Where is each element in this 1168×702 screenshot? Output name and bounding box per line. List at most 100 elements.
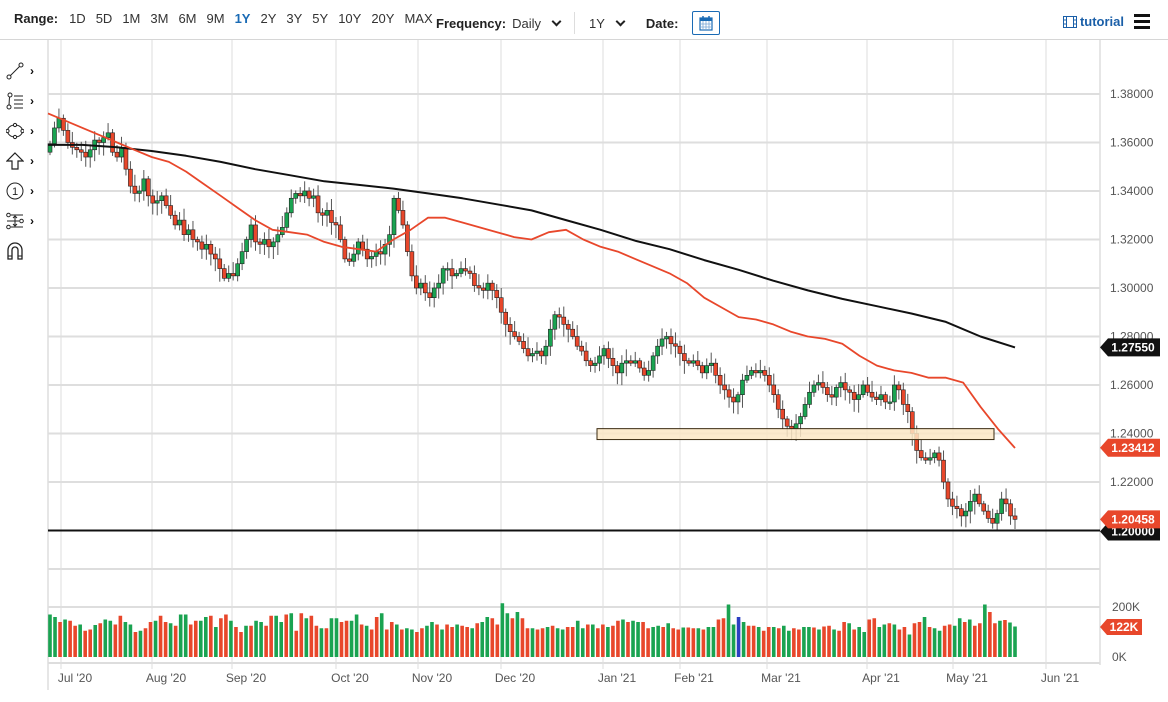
volume-bar: [118, 615, 123, 657]
candle-body: [1003, 498, 1009, 505]
range-option-20y[interactable]: 20Y: [371, 11, 395, 26]
fibonacci-tool[interactable]: ›: [0, 86, 46, 116]
y-tick-label: 1.38000: [1110, 87, 1154, 101]
arrow-tool[interactable]: ›: [0, 146, 46, 176]
shapes-tool[interactable]: ›: [0, 116, 46, 146]
candle-body: [565, 324, 571, 330]
volume-bar: [153, 620, 158, 657]
volume-bar: [560, 629, 565, 657]
candle-body: [507, 324, 513, 332]
candle-body: [762, 370, 768, 376]
candle-body: [123, 147, 129, 170]
candle: [972, 488, 978, 515]
x-tick-label: Aug '20: [146, 671, 187, 685]
ma200-price-tag: 1.27550: [1100, 338, 1160, 357]
candle: [829, 385, 835, 406]
candle: [646, 360, 651, 382]
hamburger-menu-icon[interactable]: [1134, 14, 1150, 32]
frequency-controls: Frequency: Daily 1Y Date:: [436, 11, 721, 35]
candle-body: [941, 459, 946, 483]
candle-body: [615, 365, 620, 374]
candle-body: [400, 210, 406, 226]
y-tick-label: 1.30000: [1110, 281, 1154, 295]
range-option-1m[interactable]: 1M: [122, 11, 141, 26]
x-tick-label: Mar '21: [761, 671, 801, 685]
candle-body: [190, 229, 196, 240]
tutorial-link[interactable]: tutorial: [1062, 14, 1124, 29]
volume-bar: [787, 630, 791, 657]
volume-bar: [520, 618, 525, 657]
candle: [606, 341, 611, 369]
candle: [543, 339, 549, 365]
candle-body: [838, 382, 844, 388]
candle-body: [521, 341, 526, 349]
candle-body: [842, 382, 848, 391]
volume-bar: [410, 629, 414, 657]
range-option-9m[interactable]: 9M: [206, 11, 225, 26]
candle-body: [512, 331, 517, 337]
candle-body: [431, 287, 437, 298]
candle: [364, 238, 370, 267]
range-option-1d[interactable]: 1D: [69, 11, 86, 26]
range-option-max[interactable]: MAX: [404, 11, 433, 26]
candle: [731, 388, 736, 414]
candle: [892, 375, 897, 411]
candle-body: [936, 452, 942, 461]
candle-body: [972, 493, 978, 502]
volume-bar: [967, 619, 972, 657]
frequency-dropdown[interactable]: Daily: [512, 16, 562, 31]
candle-body: [807, 391, 812, 405]
x-tick-label: Oct '20: [331, 671, 369, 685]
x-tick-label: Feb '21: [674, 671, 714, 685]
date-picker-button[interactable]: [692, 11, 721, 35]
candle: [230, 262, 236, 281]
candle-body: [145, 178, 151, 197]
range-option-3m[interactable]: 3M: [150, 11, 169, 26]
candle-body: [597, 355, 602, 364]
candle: [615, 360, 620, 385]
volume-bar: [993, 623, 997, 657]
candle-body: [481, 287, 486, 291]
candle-body: [1012, 515, 1018, 520]
volume-bar: [621, 619, 625, 657]
candle-body: [342, 239, 348, 260]
candle: [52, 121, 57, 148]
range-option-1y[interactable]: 1Y: [234, 11, 251, 26]
trend-line-tool[interactable]: ›: [0, 56, 46, 86]
candle-body: [775, 394, 781, 410]
volume-bar: [198, 620, 203, 657]
candle: [257, 238, 263, 255]
range-option-5d[interactable]: 5D: [95, 11, 113, 26]
candle: [766, 367, 772, 393]
period-dropdown[interactable]: 1Y: [589, 16, 626, 31]
candle: [195, 236, 200, 251]
volume-bar: [882, 624, 887, 657]
candle: [865, 376, 870, 397]
candle: [990, 508, 995, 529]
volume-bar: [616, 620, 620, 657]
volume-bar: [611, 625, 615, 657]
volume-bars: [48, 603, 1017, 657]
range-option-10y[interactable]: 10Y: [338, 11, 362, 26]
volume-bar: [731, 624, 736, 657]
candle-body: [624, 360, 629, 364]
candle-body: [959, 508, 964, 517]
range-option-2y[interactable]: 2Y: [260, 11, 277, 26]
volume-bar: [701, 629, 706, 657]
measure-tool[interactable]: ›: [0, 206, 46, 236]
volume-bar: [626, 622, 630, 657]
range-option-3y[interactable]: 3Y: [286, 11, 303, 26]
candles: [47, 108, 1018, 530]
range-option-6m[interactable]: 6M: [178, 11, 197, 26]
candle: [467, 266, 473, 279]
candle-body: [293, 193, 299, 199]
volume-bar: [88, 629, 93, 657]
range-option-5y[interactable]: 5Y: [312, 11, 329, 26]
candle: [172, 210, 178, 230]
annotation-tool[interactable]: 1 ›: [0, 176, 46, 206]
candle: [485, 274, 491, 300]
support-zone-rectangle[interactable]: [596, 428, 995, 441]
magnet-tool[interactable]: [0, 236, 46, 266]
volume-bar: [369, 629, 374, 657]
